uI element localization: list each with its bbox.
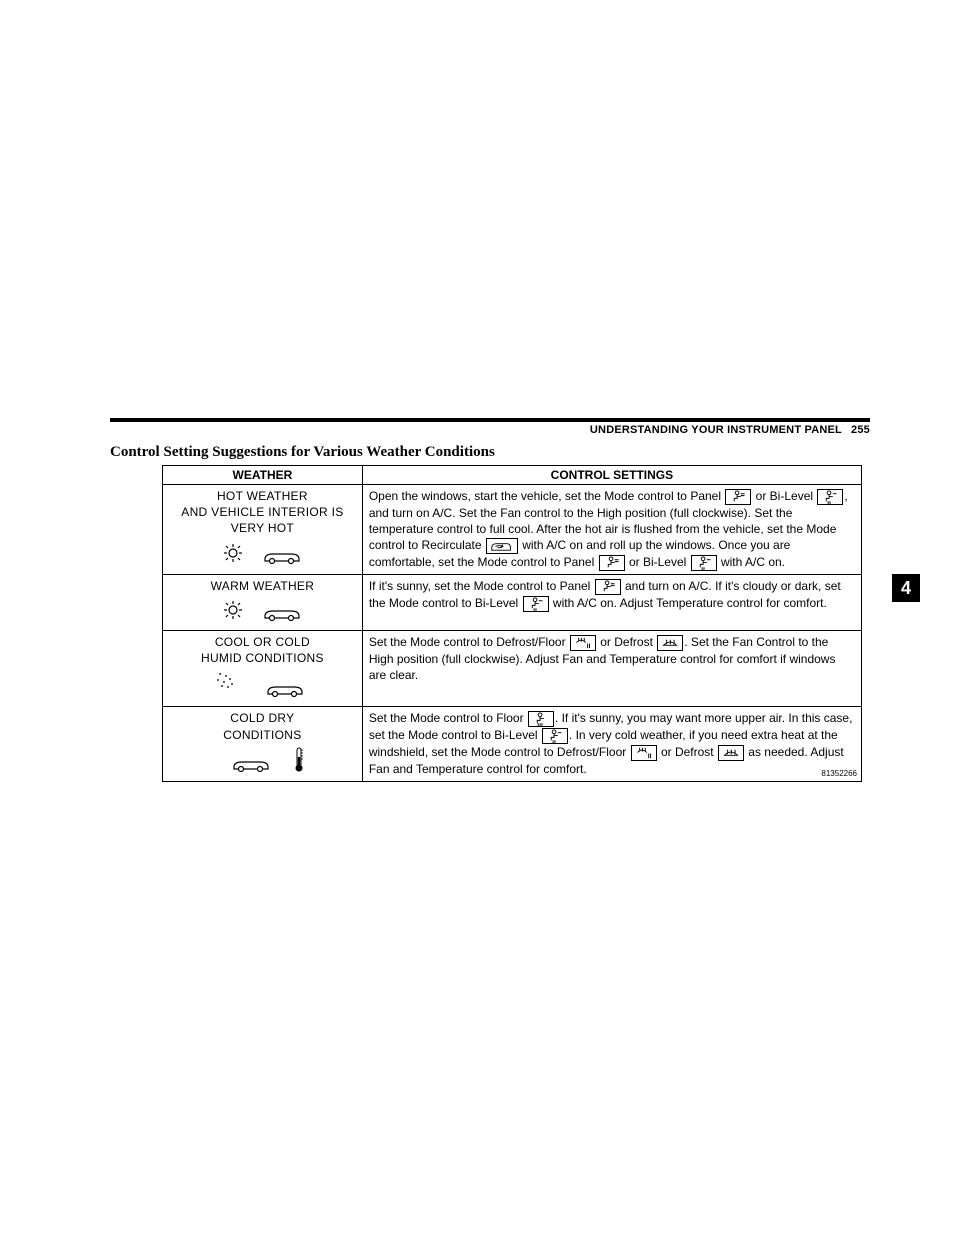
panel-icon: [725, 489, 751, 505]
weather-label: HOT WEATHERAND VEHICLE INTERIOR ISVERY H…: [169, 488, 356, 537]
settings-cell: If it's sunny, set the Mode control to P…: [362, 574, 861, 630]
table-row: COOL OR COLDHUMID CONDITIONS Set the Mod…: [163, 631, 862, 707]
header-title: UNDERSTANDING YOUR INSTRUMENT PANEL: [590, 424, 842, 436]
weather-cell: COOL OR COLDHUMID CONDITIONS: [163, 631, 363, 707]
table-row: COLD DRYCONDITIONS Set the Mode control …: [163, 707, 862, 781]
thermo-car-icon: [169, 745, 356, 778]
section-title: Control Setting Suggestions for Various …: [110, 444, 870, 461]
bilevel-icon: [542, 728, 568, 744]
page-content: UNDERSTANDING YOUR INSTRUMENT PANEL 255 …: [110, 418, 870, 782]
defrost-icon: [657, 635, 683, 651]
panel-icon: [595, 579, 621, 595]
sun-car-icon: [169, 596, 356, 627]
defrost-floor-icon: [631, 745, 657, 761]
defrost-floor-icon: [570, 635, 596, 651]
recirc-icon: [486, 538, 518, 554]
weather-cell: HOT WEATHERAND VEHICLE INTERIOR ISVERY H…: [163, 485, 363, 575]
running-header: UNDERSTANDING YOUR INSTRUMENT PANEL 255: [110, 424, 870, 436]
rain-car-icon: [169, 668, 356, 703]
sun-car-icon: [169, 539, 356, 570]
page-number: 255: [851, 424, 870, 436]
header-rule: [110, 418, 870, 422]
settings-table: WEATHER CONTROL SETTINGS HOT WEATHERAND …: [162, 465, 862, 782]
col-header-settings: CONTROL SETTINGS: [362, 466, 861, 485]
weather-label: WARM WEATHER: [169, 578, 356, 594]
settings-cell: Set the Mode control to Defrost/Floor or…: [362, 631, 861, 707]
defrost-icon: [718, 745, 744, 761]
reference-number: 81352266: [821, 769, 857, 780]
panel-icon: [599, 555, 625, 571]
settings-cell: Set the Mode control to Floor . If it's …: [362, 707, 861, 781]
settings-cell: Open the windows, start the vehicle, set…: [362, 485, 861, 575]
weather-cell: COLD DRYCONDITIONS: [163, 707, 363, 781]
col-header-weather: WEATHER: [163, 466, 363, 485]
bilevel-icon: [523, 596, 549, 612]
table-row: HOT WEATHERAND VEHICLE INTERIOR ISVERY H…: [163, 485, 862, 575]
weather-cell: WARM WEATHER: [163, 574, 363, 630]
floor-icon: [528, 711, 554, 727]
weather-label: COLD DRYCONDITIONS: [169, 710, 356, 742]
bilevel-icon: [817, 489, 843, 505]
table-row: WARM WEATHER If it's sunny, set the Mode…: [163, 574, 862, 630]
bilevel-icon: [691, 555, 717, 571]
chapter-tab: 4: [892, 574, 920, 602]
weather-label: COOL OR COLDHUMID CONDITIONS: [169, 634, 356, 666]
